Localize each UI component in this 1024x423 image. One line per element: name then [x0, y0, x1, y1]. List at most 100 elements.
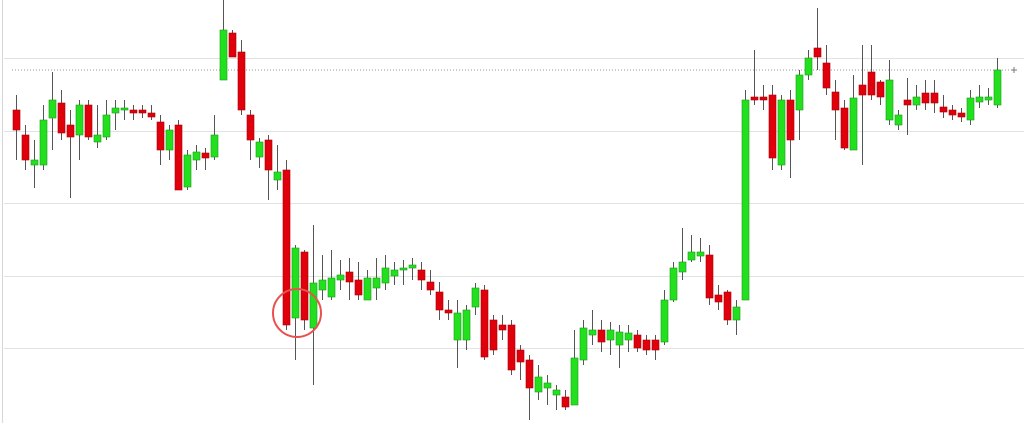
candle-body	[525, 359, 534, 389]
candle-body	[57, 102, 66, 134]
candle-body	[507, 324, 516, 371]
candle-body	[471, 287, 480, 308]
candle-body	[597, 329, 606, 343]
grid	[4, 58, 1024, 349]
candle-body	[696, 251, 705, 257]
candle-body	[903, 99, 912, 106]
candle-body	[300, 251, 309, 321]
candle-body	[822, 62, 831, 89]
candle-body	[624, 332, 633, 341]
candle-body	[75, 104, 84, 136]
candle-body	[435, 291, 444, 311]
candle-body	[543, 382, 552, 389]
candle-body	[984, 96, 993, 101]
candle-body	[408, 264, 417, 269]
candle-body	[102, 114, 111, 138]
candle-body	[768, 94, 777, 159]
candle-body	[165, 129, 174, 151]
candle-body	[750, 96, 759, 101]
candle-body	[642, 339, 651, 351]
candle-body	[975, 96, 984, 103]
candle-body	[498, 324, 507, 331]
candle-body	[570, 357, 579, 406]
candle-body	[12, 109, 21, 131]
candle-body	[93, 134, 102, 143]
candle-body	[84, 104, 93, 138]
candle-body	[372, 277, 381, 289]
candle-body	[588, 329, 597, 336]
candle-body	[318, 279, 327, 291]
candle-body	[921, 92, 930, 104]
candle-body	[129, 109, 138, 114]
candle-body	[327, 277, 336, 298]
candle-body	[732, 306, 741, 321]
candle-body	[840, 107, 849, 149]
candle-body	[246, 114, 255, 141]
candle-body	[669, 267, 678, 301]
candle-body	[345, 271, 354, 283]
candle-body	[651, 339, 660, 351]
candle-body	[948, 109, 957, 116]
candle-body	[30, 159, 39, 166]
candle-body	[111, 107, 120, 114]
candle-body	[939, 106, 948, 113]
candle-body	[21, 134, 30, 161]
candle-body	[255, 141, 264, 158]
candle-body	[48, 99, 57, 119]
candle-body	[867, 71, 876, 96]
candle-body	[534, 376, 543, 393]
candle-body	[273, 171, 282, 181]
candle-body	[147, 112, 156, 118]
candle-body	[210, 134, 219, 158]
candle-body	[363, 277, 372, 301]
candle-body	[777, 99, 786, 166]
candle-body	[237, 51, 246, 111]
candle-body	[309, 282, 318, 329]
candle-body	[759, 96, 768, 101]
candle-body	[228, 32, 237, 58]
candle-body	[399, 267, 408, 271]
candle-body	[291, 247, 300, 319]
candle-body	[480, 289, 489, 358]
candle-body	[336, 274, 345, 281]
candle-body	[912, 96, 921, 106]
candle-body	[426, 281, 435, 291]
candle-body	[876, 81, 885, 98]
candle-body	[390, 269, 399, 277]
candle-body	[120, 107, 129, 111]
candle-body	[930, 92, 939, 104]
candle-body	[192, 151, 201, 161]
candle-body	[804, 57, 813, 76]
candle-body	[138, 109, 147, 114]
candle-body	[660, 299, 669, 343]
candle-body	[993, 69, 1002, 106]
candle-body	[831, 91, 840, 111]
candle-body	[516, 349, 525, 363]
candle-body	[894, 114, 903, 126]
candle-body	[966, 97, 975, 121]
candle-body	[678, 261, 687, 273]
candle-body	[264, 139, 273, 171]
candle-body	[219, 29, 228, 81]
candle-body	[354, 279, 363, 296]
candle-body	[885, 79, 894, 121]
candle-body	[39, 119, 48, 166]
candle-body	[381, 267, 390, 284]
candle-body	[957, 112, 966, 118]
highlight-circle	[272, 288, 322, 338]
candle-body	[705, 254, 714, 299]
candle-body	[561, 396, 570, 408]
candle-body	[282, 169, 291, 326]
candle-body	[552, 389, 561, 396]
candle-body	[579, 327, 588, 361]
candle-body	[849, 97, 858, 151]
price-marker	[1011, 67, 1017, 73]
candle-body	[444, 309, 453, 314]
candle-body	[606, 329, 615, 341]
candle-body	[453, 312, 462, 341]
candle-body	[462, 309, 471, 341]
candle-body	[417, 269, 426, 281]
candle-body	[633, 334, 642, 349]
candle-body	[714, 294, 723, 303]
